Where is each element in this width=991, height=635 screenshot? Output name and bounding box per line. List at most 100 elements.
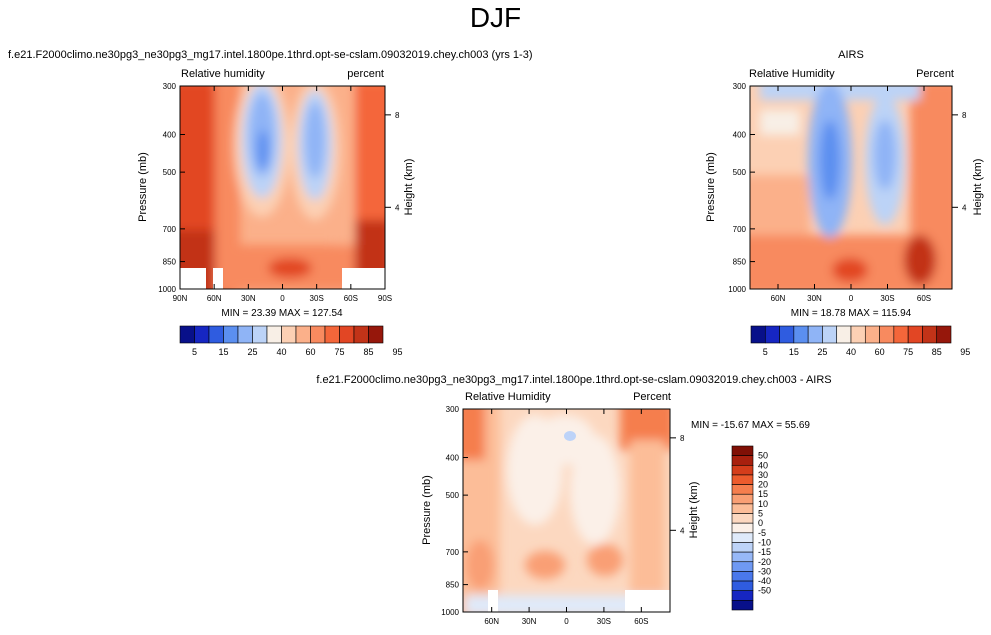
colorbar-label: 0 <box>758 518 763 528</box>
colorbar-swatch <box>339 325 355 344</box>
heatmap-airs-field <box>750 86 952 289</box>
colorbar-label: 15 <box>758 489 768 499</box>
panel-airs: AIRS Relative Humidity Percent 300400500… <box>705 49 984 357</box>
panel-diff-right-label: Percent <box>633 391 671 403</box>
colorbar-swatch <box>731 464 754 476</box>
colorbar-label: 60 <box>875 347 885 357</box>
x-tick-label: 60S <box>917 294 931 303</box>
y-tick-label: 850 <box>733 258 747 267</box>
colorbar-swatch <box>750 325 766 344</box>
colorbar-swatch <box>779 325 795 344</box>
y-tick-label: 300 <box>733 82 747 91</box>
colorbar-swatch <box>295 325 311 344</box>
colorbar-label: 95 <box>960 347 970 357</box>
x-tick-label: 30N <box>241 294 256 303</box>
x-tick-label: 60N <box>771 294 786 303</box>
colorbar-swatch <box>194 325 210 344</box>
y-tick-label: 1000 <box>158 285 176 294</box>
colorbar-label: -30 <box>758 566 771 576</box>
colorbar-swatch <box>731 532 754 543</box>
y-tick-label: 300 <box>163 82 177 91</box>
colorbar-swatch <box>266 325 282 344</box>
colorbar-label: 15 <box>218 347 228 357</box>
colorbar-swatch <box>731 571 754 582</box>
colorbar-label: 40 <box>846 347 856 357</box>
y-tick-label: 500 <box>446 491 460 500</box>
panel-diff: f.e21.F2000climo.ne30pg3_ne30pg3_mg17.in… <box>316 374 831 626</box>
colorbar-swatch <box>237 325 253 344</box>
colorbar-swatch <box>864 325 880 344</box>
x-tick-label: 0 <box>280 294 285 303</box>
colorbar-swatch <box>936 325 952 344</box>
x-tick-label: 90N <box>173 294 188 303</box>
x-tick-label: 30S <box>310 294 324 303</box>
colorbar-label: -5 <box>758 528 766 538</box>
colorbar-label: 5 <box>192 347 197 357</box>
y-tick-label: 700 <box>163 225 177 234</box>
colorbar-swatch <box>731 580 754 592</box>
colorbar-swatch <box>731 474 754 485</box>
panel-model-ylabel: Pressure (mb) <box>137 152 149 222</box>
colorbar-label: 30 <box>758 470 768 480</box>
colorbar-label: -10 <box>758 537 771 547</box>
colorbar-swatch <box>822 325 838 344</box>
panel-airs-right-label: Percent <box>916 68 954 80</box>
colorbar-swatch <box>893 325 909 344</box>
colorbar-label: 85 <box>363 347 373 357</box>
x-tick-label: 30N <box>807 294 822 303</box>
panel-airs-title: AIRS <box>838 49 864 61</box>
colorbar-label: 85 <box>932 347 942 357</box>
colorbar-swatch <box>310 325 326 344</box>
colorbar-label: -20 <box>758 557 771 567</box>
colorbar-label: 25 <box>817 347 827 357</box>
panel-diff-left-label: Relative Humidity <box>465 391 551 403</box>
colorbar-label: 20 <box>758 480 768 490</box>
colorbar-swatch <box>368 325 384 344</box>
colorbar-label: 50 <box>758 451 768 461</box>
colorbar-label: 60 <box>305 347 315 357</box>
colorbar-swatch <box>179 325 195 344</box>
y-tick-label: 400 <box>163 131 177 140</box>
x-tick-label: 30N <box>522 617 537 626</box>
heatmap-model-field <box>180 86 385 289</box>
y2-tick-label: 4 <box>395 203 400 212</box>
colorbar-label: 95 <box>392 347 402 357</box>
colorbar-swatch <box>731 561 754 572</box>
panel-model-right-label: percent <box>347 68 384 80</box>
y2-tick-label: 4 <box>962 203 967 212</box>
colorbar-swatch <box>731 522 754 534</box>
panel-model: f.e21.F2000climo.ne30pg3_ne30pg3_mg17.in… <box>8 49 532 357</box>
x-tick-label: 30S <box>880 294 894 303</box>
panel-diff-ylabel: Pressure (mb) <box>421 475 433 545</box>
colorbar-swatch <box>731 513 754 524</box>
colorbar: 5 15 25 40 60 75 85 95 <box>179 325 403 357</box>
x-tick-label: 0 <box>849 294 854 303</box>
y2-tick-label: 8 <box>395 111 400 120</box>
y-tick-label: 850 <box>163 258 177 267</box>
x-tick-label: 60S <box>344 294 358 303</box>
panel-airs-stats: MIN = 18.78 MAX = 115.94 <box>791 308 912 319</box>
colorbar-label: 40 <box>758 460 768 470</box>
colorbar-swatch <box>731 590 754 601</box>
colorbar-label: 5 <box>763 347 768 357</box>
panel-airs-ylabel: Pressure (mb) <box>705 152 717 222</box>
colorbar-label: 10 <box>758 499 768 509</box>
panel-airs-left-label: Relative Humidity <box>749 68 835 80</box>
x-tick-label: 0 <box>564 617 569 626</box>
colorbar-swatch <box>324 325 340 344</box>
y-tick-label: 1000 <box>728 285 746 294</box>
colorbar-swatch <box>223 325 239 344</box>
colorbar-swatch <box>731 551 754 563</box>
colorbar-swatch <box>764 325 780 344</box>
colorbar-label: -50 <box>758 586 771 596</box>
y2-tick-label: 8 <box>962 111 967 120</box>
x-tick-label: 60S <box>634 617 648 626</box>
y-tick-label: 1000 <box>441 608 459 617</box>
panel-diff-stats: MIN = -15.67 MAX = 55.69 <box>691 420 810 431</box>
y-tick-label: 700 <box>446 548 460 557</box>
colorbar-label: 75 <box>334 347 344 357</box>
panel-airs-y2label: Height (km) <box>972 159 984 216</box>
panel-diff-y2label: Height (km) <box>688 482 700 539</box>
x-tick-label: 60N <box>207 294 222 303</box>
